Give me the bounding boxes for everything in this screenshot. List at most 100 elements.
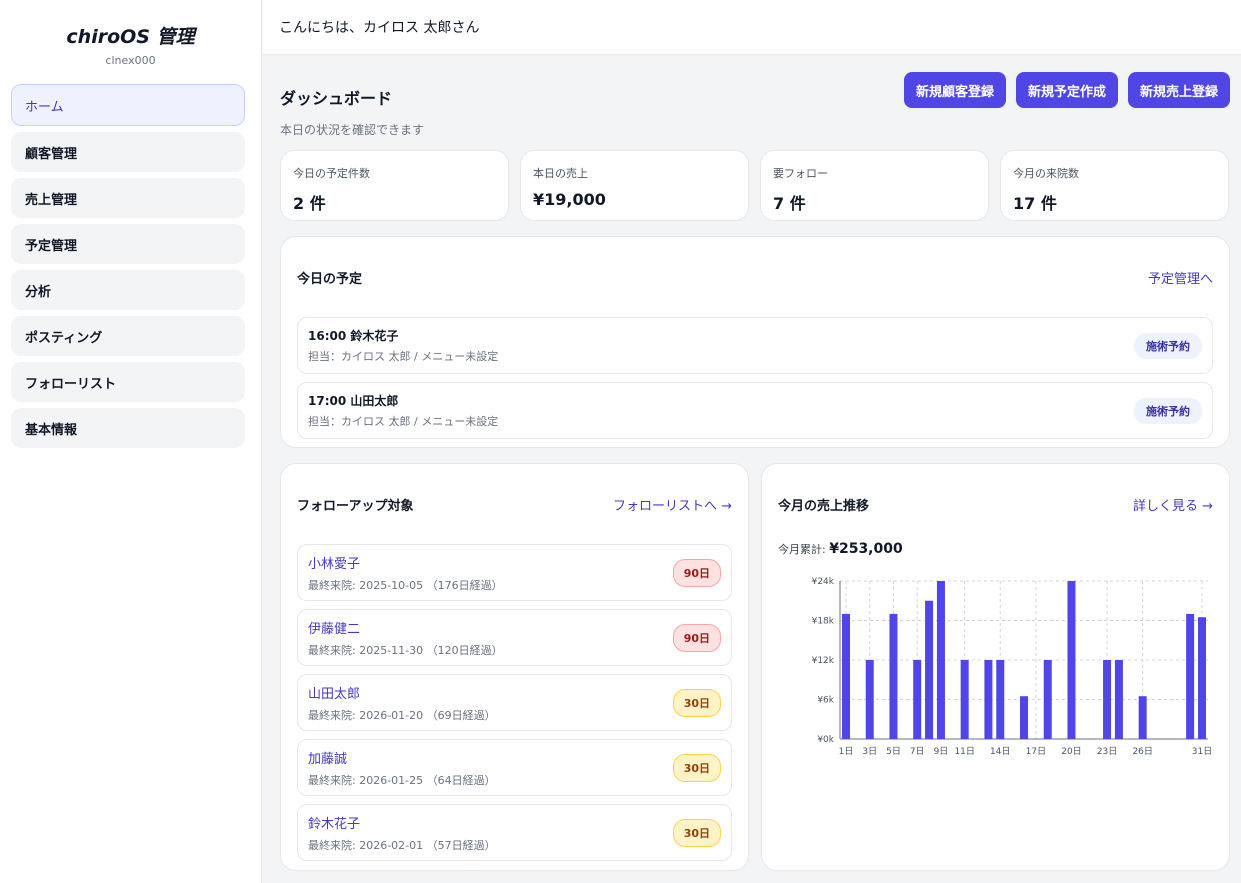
elapsed-badge: 90日 [672,558,721,587]
x-tick-label: 20日 [1061,746,1081,757]
bar [1186,613,1195,739]
stat-value: 17 件 [1013,194,1057,213]
card-header: 今日の予定 予定管理へ [297,237,1213,317]
bar [1020,696,1028,739]
stats-row: 今日の予定件数 2 件 本日の売上 ¥19,000 要フォロー 7 件 今月の来… [280,150,1230,221]
list-item[interactable]: 鈴木花子 最終来院: 2026-02-01 （57日経過） 30日 [297,804,732,861]
last-visit: 最終来院: 2025-11-30 （120日経過） [308,643,503,657]
bottom-row: フォローアップ対象 フォローリストへ → 小林愛子 最終来院: 2025-10-… [280,463,1230,871]
x-tick-label: 14日 [990,746,1010,757]
followup-card: フォローアップ対象 フォローリストへ → 小林愛子 最終来院: 2025-10-… [280,463,749,871]
list-item[interactable]: 16:00 鈴木花子 担当：カイロス 太郎 / メニュー未設定 施術予約 [297,317,1213,374]
bar [1043,660,1052,739]
bar [913,660,922,739]
sidebar-item-basic-info[interactable]: 基本情報 [11,408,245,448]
sidebar-item-sales[interactable]: 売上管理 [11,178,245,218]
list-item[interactable]: 伊藤健二 最終来院: 2025-11-30 （120日経過） 90日 [297,609,732,666]
y-tick-label: ¥0k [817,735,834,745]
sidebar-item-analytics[interactable]: 分析 [11,270,245,310]
stat-label: 本日の売上 [533,167,588,180]
stat-card-sales: 本日の売上 ¥19,000 [520,150,749,221]
last-visit: 最終来院: 2025-10-05 （176日経過） [308,578,503,592]
status-badge: 施術予約 [1134,397,1202,424]
main-content: ダッシュボード 本日の状況を確認できます 新規顧客登録 新規予定作成 新規売上登… [280,55,1230,871]
monthly-total-value: ¥253,000 [829,541,903,557]
bar [889,613,898,739]
stat-label: 今月の来院数 [1013,167,1079,180]
page-title: ダッシュボード [280,89,393,108]
topbar: こんにちは、カイロス 太郎さん [263,0,1241,55]
y-tick-label: ¥6k [817,696,834,706]
stat-value: ¥19,000 [533,190,606,209]
card-header: フォローアップ対象 フォローリストへ → [297,464,732,544]
appointment-title: 17:00 山田太郎 [308,394,399,408]
brand: chiroOS 管理 clnex000 [0,0,261,84]
sidebar: chiroOS 管理 clnex000 ホーム 顧客管理 売上管理 予定管理 分… [0,0,262,883]
greeting: こんにちは、カイロス 太郎さん [279,20,480,36]
bar [960,660,969,739]
follow-list-link[interactable]: フォローリストへ → [612,498,732,514]
new-appointment-button[interactable]: 新規予定作成 [1015,72,1118,108]
elapsed-badge: 30日 [672,753,721,782]
sidebar-item-schedule[interactable]: 予定管理 [11,224,245,264]
customer-name[interactable]: 小林愛子 [308,556,361,572]
app-title: chiroOS 管理 [66,26,195,48]
sales-detail-link[interactable]: 詳しく見る → [1132,498,1213,514]
appointment-detail: 担当：カイロス 太郎 / メニュー未設定 [308,415,499,428]
bar [842,613,850,739]
elapsed-badge: 90日 [672,623,721,652]
x-tick-label: 17日 [1026,746,1046,757]
list-item[interactable]: 山田太郎 最終来院: 2026-01-20 （69日経過） 30日 [297,674,732,731]
y-tick-label: ¥24k [812,577,835,587]
bar [1138,696,1147,739]
sidebar-item-customers[interactable]: 顧客管理 [11,132,245,172]
x-tick-label: 7日 [910,746,925,757]
customer-name[interactable]: 山田太郎 [308,686,361,702]
customer-name[interactable]: 加藤誠 [308,751,348,767]
bar [984,660,993,739]
bar [1103,660,1112,739]
x-tick-label: 1日 [839,746,854,757]
action-buttons: 新規顧客登録 新規予定作成 新規売上登録 [903,72,1230,108]
page-subtitle: 本日の状況を確認できます [280,123,425,137]
bar [936,581,945,739]
status-badge: 施術予約 [1134,332,1202,359]
x-tick-label: 9日 [934,746,949,757]
stat-value: 2 件 [293,194,326,213]
card-title: 今日の予定 [297,271,363,287]
list-item[interactable]: 小林愛子 最終来院: 2025-10-05 （176日経過） 90日 [297,544,732,601]
customer-name[interactable]: 伊藤健二 [308,621,361,637]
sidebar-item-follow-list[interactable]: フォローリスト [11,362,245,402]
list-item[interactable]: 加藤誠 最終来院: 2026-01-25 （64日経過） 30日 [297,739,732,796]
page-header: ダッシュボード 本日の状況を確認できます 新規顧客登録 新規予定作成 新規売上登… [280,55,1230,150]
x-tick-label: 26日 [1132,746,1152,757]
new-sale-button[interactable]: 新規売上登録 [1127,72,1230,108]
card-title: フォローアップ対象 [297,498,414,514]
bar [1198,617,1206,739]
x-tick-label: 3日 [862,746,877,757]
stat-label: 要フォロー [773,167,828,180]
x-tick-label: 31日 [1192,746,1212,757]
bar [925,600,934,739]
monthly-sales-card: 今月の売上推移 詳しく見る → 今月累計: ¥253,000 ¥0k ¥6k ¥12… [761,463,1230,871]
elapsed-badge: 30日 [672,818,721,847]
new-customer-button[interactable]: 新規顧客登録 [903,72,1006,108]
stat-card-visits: 今月の来院数 17 件 [1000,150,1229,221]
today-schedule-card: 今日の予定 予定管理へ 16:00 鈴木花子 担当：カイロス 太郎 / メニュー… [280,236,1230,448]
sidebar-item-posting[interactable]: ポスティング [11,316,245,356]
last-visit: 最終来院: 2026-01-25 （64日経過） [308,773,496,787]
last-visit: 最終来院: 2026-02-01 （57日経過） [308,838,496,852]
card-header: 今月の売上推移 詳しく見る → [778,464,1213,544]
elapsed-badge: 30日 [672,688,721,717]
stat-card-appointments: 今日の予定件数 2 件 [280,150,509,221]
bar [865,660,874,739]
bar [1067,581,1076,739]
last-visit: 最終来院: 2026-01-20 （69日経過） [308,708,496,722]
bar [996,660,1005,739]
list-item[interactable]: 17:00 山田太郎 担当：カイロス 太郎 / メニュー未設定 施術予約 [297,382,1213,439]
schedule-link[interactable]: 予定管理へ [1147,271,1213,287]
stat-label: 今日の予定件数 [293,167,370,180]
sidebar-item-home[interactable]: ホーム [11,84,245,126]
customer-name[interactable]: 鈴木花子 [308,816,361,832]
x-tick-label: 11日 [954,746,974,757]
